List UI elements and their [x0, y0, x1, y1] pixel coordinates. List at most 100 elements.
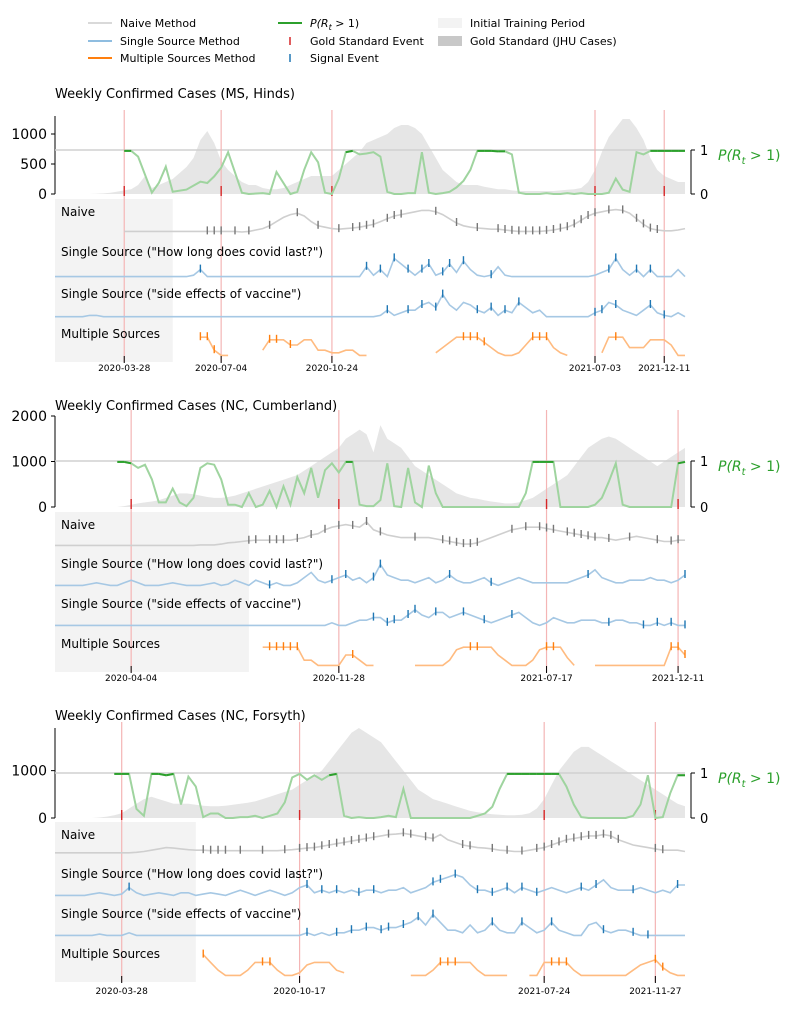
naive-line — [55, 832, 686, 854]
panel-1: Weekly Confirmed Cases (MS, Hinds) 1000 50… — [11, 87, 780, 374]
panel-3: Weekly Confirmed Cases (NC, Forsyth) 1000… — [11, 709, 780, 997]
legend-item: Initial Training Period — [438, 17, 585, 30]
panels: Weekly Confirmed Cases (MS, Hinds)100050… — [11, 87, 780, 997]
prob-axis-label: P(Rt > 1) — [718, 771, 780, 790]
row-label-single1: Single Source ("How long does covid last… — [61, 557, 323, 571]
legend-label: Signal Event — [310, 52, 379, 65]
row-label-multi: Multiple Sources — [61, 637, 160, 651]
date-label: 2021-07-17 — [520, 674, 572, 684]
cases-y-tick-label: 500 — [20, 157, 47, 173]
naive-line — [124, 208, 686, 233]
prob-y-tick-label: 1 — [700, 144, 708, 159]
prob-high-segment — [329, 772, 337, 777]
cases-y-tick-label: 1000 — [11, 127, 47, 143]
legend-item: Naive Method — [88, 17, 196, 30]
prob-high-segment — [677, 460, 686, 465]
legend-label: Naive Method — [120, 17, 196, 30]
prob-y-tick-label: 0 — [700, 812, 708, 827]
prob-label-sub: t — [742, 467, 747, 478]
cases-y-tick-label: 0 — [38, 811, 47, 827]
panel-title: Weekly Confirmed Cases (NC, Forsyth) — [55, 709, 306, 724]
single1-line — [55, 256, 686, 279]
date-label: 2020-10-24 — [306, 364, 359, 374]
legend-label-part: > 1) — [332, 17, 360, 30]
legend: Naive Method Single Source Method Multiple… — [88, 17, 617, 65]
prob-high-segment — [165, 772, 174, 777]
row-label-naive: Naive — [61, 205, 95, 219]
row-label-naive: Naive — [61, 828, 95, 842]
prob-label-rest: > 1) — [745, 148, 780, 164]
panel-title: Weekly Confirmed Cases (MS, Hinds) — [55, 87, 295, 102]
date-label: 2020-10-17 — [273, 987, 325, 997]
prob-axis-label: P(Rt > 1) — [718, 148, 780, 167]
single2-line — [55, 608, 685, 627]
prob-label-rest: > 1) — [745, 459, 780, 475]
row-label-naive: Naive — [61, 518, 95, 532]
legend-label: Gold Standard (JHU Cases) — [470, 35, 617, 48]
cases-y-tick-label: 1000 — [11, 764, 47, 780]
prob-high-segment — [345, 149, 353, 154]
legend-label: Single Source Method — [120, 35, 240, 48]
row-label-single2: Single Source ("side effects of vaccine"… — [61, 597, 301, 611]
date-label: 2020-03-28 — [98, 364, 151, 374]
single2-line — [55, 913, 685, 937]
prob-line — [117, 459, 686, 510]
cases-y-tick-label: 2000 — [11, 409, 47, 425]
multi-line — [202, 954, 685, 977]
date-label: 2021-07-24 — [518, 987, 571, 997]
panel-2: Weekly Confirmed Cases (NC, Cumberland) 2… — [11, 399, 780, 684]
legend-label: Gold Standard Event — [310, 35, 425, 48]
training-period-patch — [55, 512, 249, 672]
prob-label-p: P(R — [718, 459, 742, 475]
single1-line — [55, 563, 686, 587]
gold-standard-area — [55, 425, 685, 507]
date-label: 2021-07-03 — [569, 364, 621, 374]
legend-label: Multiple Sources Method — [120, 52, 255, 65]
prob-axis-label: P(Rt > 1) — [718, 459, 780, 478]
multi-line — [200, 336, 685, 357]
legend-label-sub: t — [329, 23, 333, 32]
row-label-multi: Multiple Sources — [61, 947, 160, 961]
legend-item: Single Source Method — [88, 35, 240, 48]
legend-label-part: P(R — [310, 17, 329, 30]
row-label-multi: Multiple Sources — [61, 327, 160, 341]
date-label: 2020-03-28 — [96, 987, 149, 997]
date-label: 2020-04-04 — [105, 674, 158, 684]
row-label-single1: Single Source ("How long does covid last… — [61, 245, 323, 259]
prob-label-sub: t — [742, 156, 747, 167]
legend-item: Multiple Sources Method — [88, 52, 255, 65]
prob-high-segment — [124, 460, 132, 465]
cases-y-tick-label: 1000 — [11, 455, 47, 471]
legend-swatch-patch — [438, 18, 462, 28]
training-period-patch — [55, 199, 173, 362]
prob-high-segment — [158, 772, 167, 777]
single2-line — [55, 293, 686, 318]
prob-label-p: P(R — [718, 771, 742, 787]
prob-y-tick-label: 1 — [700, 767, 708, 782]
row-label-single2: Single Source ("side effects of vaccine"… — [61, 287, 301, 301]
date-label: 2020-11-28 — [313, 674, 366, 684]
prob-y-tick-label: 0 — [700, 501, 708, 516]
prob-label-sub: t — [742, 779, 747, 790]
prob-label-p: P(R — [718, 148, 742, 164]
legend-swatch-patch — [438, 36, 462, 46]
date-label: 2021-12-11 — [652, 674, 704, 684]
legend-item: Signal Event — [289, 52, 379, 65]
cases-y-tick-label: 0 — [38, 187, 47, 203]
multi-line — [262, 646, 686, 667]
row-label-single1: Single Source ("How long does covid last… — [61, 867, 323, 881]
prob-line — [114, 772, 685, 820]
prob-line — [124, 149, 685, 196]
date-label: 2020-07-04 — [195, 364, 248, 374]
naive-line — [55, 520, 685, 547]
legend-item: Gold Standard Event — [289, 35, 425, 48]
legend-item: P(Rt > 1) — [278, 17, 359, 32]
legend-label: Initial Training Period — [470, 17, 585, 30]
legend-item: Gold Standard (JHU Cases) — [438, 35, 617, 48]
prob-label-rest: > 1) — [745, 771, 780, 787]
legend-label: P(Rt > 1) — [310, 17, 359, 32]
single1-line — [55, 873, 685, 897]
prob-y-tick-label: 0 — [700, 188, 708, 203]
prob-y-tick-label: 1 — [700, 455, 708, 470]
